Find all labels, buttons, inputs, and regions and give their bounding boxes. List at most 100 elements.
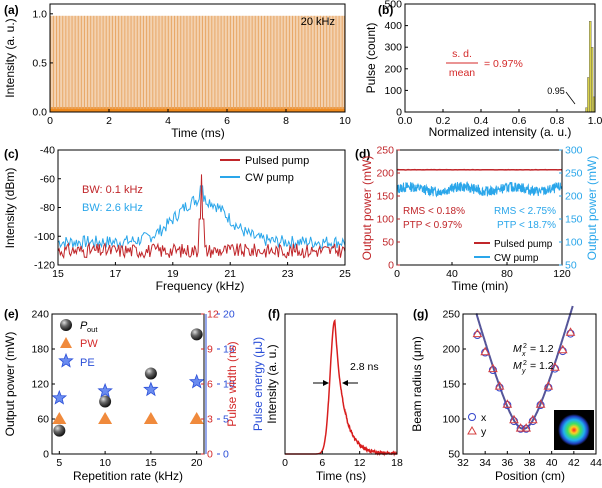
x-tick-label: 0 [394, 268, 400, 280]
baseline-band [50, 107, 345, 112]
power-traces [396, 168, 563, 198]
x-axis-label: Time (ns) [316, 469, 366, 483]
y-tick-labels-pulse-width: 0 3 6 9 12 [201, 309, 219, 461]
pe-marker [188, 373, 205, 389]
legend-label-pulsed: Pulsed pump [245, 155, 309, 167]
plot-frame [404, 3, 596, 113]
mean-label: mean [449, 67, 475, 79]
legend-label-cw: CW pump [245, 172, 294, 184]
y-tick-labels: 50 100 150 200 250 [442, 309, 466, 461]
y-tick-label: 200 [442, 344, 460, 356]
rms-pulsed: RMS < 0.18% [403, 206, 465, 217]
y-tick-labels-pulse-energy: 0 5 10 15 20 [217, 309, 235, 461]
y-marker [509, 414, 519, 424]
y-marker [527, 414, 538, 424]
plot-frame [49, 3, 346, 113]
x-tick-label: 6 [319, 457, 325, 469]
pulse-train-series [50, 15, 345, 112]
y-tick-label: 240 [31, 309, 49, 321]
pout-marker [53, 424, 66, 437]
panel-label: (c) [4, 147, 19, 161]
x-marker [566, 329, 575, 338]
x-tick-label: 19 [167, 268, 179, 280]
y-tick-label: -120 [34, 260, 55, 272]
x-axis-label: Position (cm) [495, 469, 565, 483]
histogram-bar [591, 47, 594, 113]
legend: Pulsed pump CW pump [220, 155, 309, 184]
legend-marker-x [468, 413, 476, 421]
y-tick-label: 250 [565, 168, 583, 180]
plot-frame [284, 313, 398, 455]
y-tick-label: 50 [448, 449, 460, 461]
x-tick-label: 34 [479, 457, 491, 469]
x-tick-label: 17 [110, 268, 122, 280]
y-axis-label-right: Output power (mW) [585, 156, 599, 261]
legend-label-pw: PW [80, 338, 98, 350]
legend-marker-pout [60, 319, 72, 331]
y-tick-labels: 0 100 200 300 400 500 [384, 0, 408, 119]
y-tick-label: 0.0 [32, 107, 47, 119]
x-tick-label: 1.0 [588, 115, 602, 127]
y-tick-label: 50 [565, 260, 577, 272]
spectrum-traces [57, 174, 346, 260]
m2x-value: = 1.2 [530, 343, 554, 355]
y-tick-label: -100 [34, 231, 55, 243]
y-tick-label: 50 [382, 237, 394, 249]
sd-label: s. d. [452, 48, 472, 60]
x-tick-label: 120 [553, 268, 571, 280]
y-tick-label: 100 [565, 237, 583, 249]
x-tick-labels: 5 10 15 20 [56, 451, 203, 469]
fwhm-arrowhead-left [323, 380, 329, 386]
y-tick-label: -60 [40, 173, 55, 185]
y-tick-label: 6 [207, 379, 213, 391]
x-tick-label: 0 [47, 115, 53, 127]
y-marker [521, 423, 532, 432]
panel-label: (e) [4, 307, 19, 321]
x-tick-labels: 0 6 12 18 [282, 451, 403, 469]
pout-marker [144, 367, 157, 380]
y-tick-label: 150 [565, 214, 583, 226]
legend: x y [467, 412, 487, 438]
rate-annotation: 20 kHz [301, 16, 335, 28]
m2y-value: = 1.2 [530, 360, 554, 372]
ptp-cw: PTP < 18.7% [497, 220, 556, 231]
x-axis-label: Time (min) [452, 279, 509, 293]
x-tick-label: 0.2 [436, 115, 451, 127]
x-axis-label: Repetition rate (kHz) [73, 469, 183, 483]
y-tick-label: 60 [37, 414, 49, 426]
panel-label: (f) [268, 307, 280, 321]
y-axis-label-left: Output power (mW) [3, 332, 17, 437]
pout-marker [190, 328, 203, 341]
y-tick-label: 250 [442, 309, 460, 321]
x-tick-label: 2 [106, 115, 112, 127]
histogram-bars [585, 21, 596, 113]
y-axis-label: Intensity (dBm) [3, 168, 17, 249]
legend-label-y: y [481, 426, 487, 438]
x-tick-label: 8 [283, 115, 289, 127]
x-marker [522, 424, 531, 433]
y-tick-label: 12 [207, 309, 219, 321]
sd-value: = 0.97% [484, 58, 523, 70]
x-marker [481, 348, 490, 357]
m2y-sup: 2 [523, 360, 527, 367]
panel-label: (a) [4, 3, 19, 17]
bw-pulsed-label: BW: 0.1 kHz [82, 184, 143, 196]
y-tick-label: 15 [223, 344, 235, 356]
y-marker [550, 362, 560, 371]
x-tick-label: 25 [339, 268, 351, 280]
y-tick-label: 0 [223, 449, 229, 461]
y-tick-labels-left: 0 60 120 180 240 [31, 309, 55, 461]
y-marker [565, 327, 576, 336]
y-marker [535, 399, 546, 408]
x-axis-label: Frequency (kHz) [156, 279, 245, 293]
pw-marker [98, 412, 113, 424]
x-tick-label: 12 [354, 457, 366, 469]
y-tick-label: 9 [207, 344, 213, 356]
panel-label: (g) [413, 307, 428, 321]
m2x-sub: x [521, 351, 526, 358]
pout-marker [99, 395, 112, 408]
panel-a: (a) 20 kHz 0 2 4 6 8 10 0.0 0.5 1.0 Time (ms) I… [3, 3, 351, 140]
legend-label-pulsed: Pulsed pump [494, 239, 553, 250]
y-tick-label: 100 [376, 214, 394, 226]
